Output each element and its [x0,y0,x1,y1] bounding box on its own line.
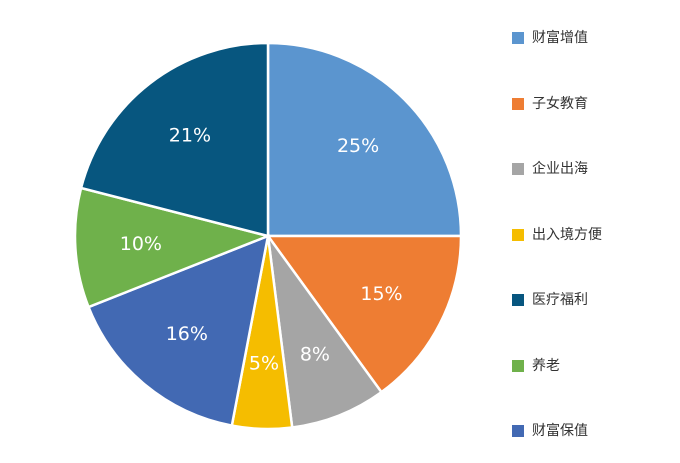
legend-label: 财富保值 [532,423,588,439]
pie-slice-2 [266,235,384,429]
legend-swatch [512,228,524,241]
legend-label: 出入境方便 [532,226,602,243]
legend-item: 财富增值 [512,26,677,50]
pie-data-labels: 25% 15% 8% 5% 16% 10% 21% [120,124,403,374]
pie-data-label-3: 5% [249,352,279,374]
pie-slice-6 [86,234,270,428]
legend-swatch [512,425,524,437]
pie-data-label-6: 16% [166,323,208,345]
pie-slices [73,41,463,431]
pie-slice-1 [265,234,463,394]
legend-item: 子女教育 [512,92,677,116]
legend-label: 子女教育 [532,95,588,112]
legend-swatch [512,294,524,306]
legend-item: 企业出海 [512,157,677,181]
pie-data-label-4: 21% [169,124,211,146]
pie-slice-5 [73,186,273,309]
legend-item: 医疗福利 [512,288,677,312]
pie-slice-0 [266,41,463,238]
legend-item: 出入境方便 [512,223,677,247]
pie-data-label-2: 8% [300,343,330,365]
legend-item: 财富保值 [512,419,677,443]
pie-data-label-5: 10% [120,233,162,255]
pie-data-label-0: 25% [337,135,379,157]
legend-label: 财富增值 [532,30,588,46]
legend-item: 养老 [512,354,677,378]
legend-swatch [512,32,524,44]
legend-swatch [512,163,524,175]
legend-label: 养老 [532,357,560,374]
legend-label: 医疗福利 [532,292,588,308]
legend-label: 企业出海 [532,161,588,177]
pie-data-label-1: 15% [360,283,402,305]
legend-swatch [512,359,524,372]
legend-swatch [512,97,524,110]
pie-slice-4 [79,41,270,238]
